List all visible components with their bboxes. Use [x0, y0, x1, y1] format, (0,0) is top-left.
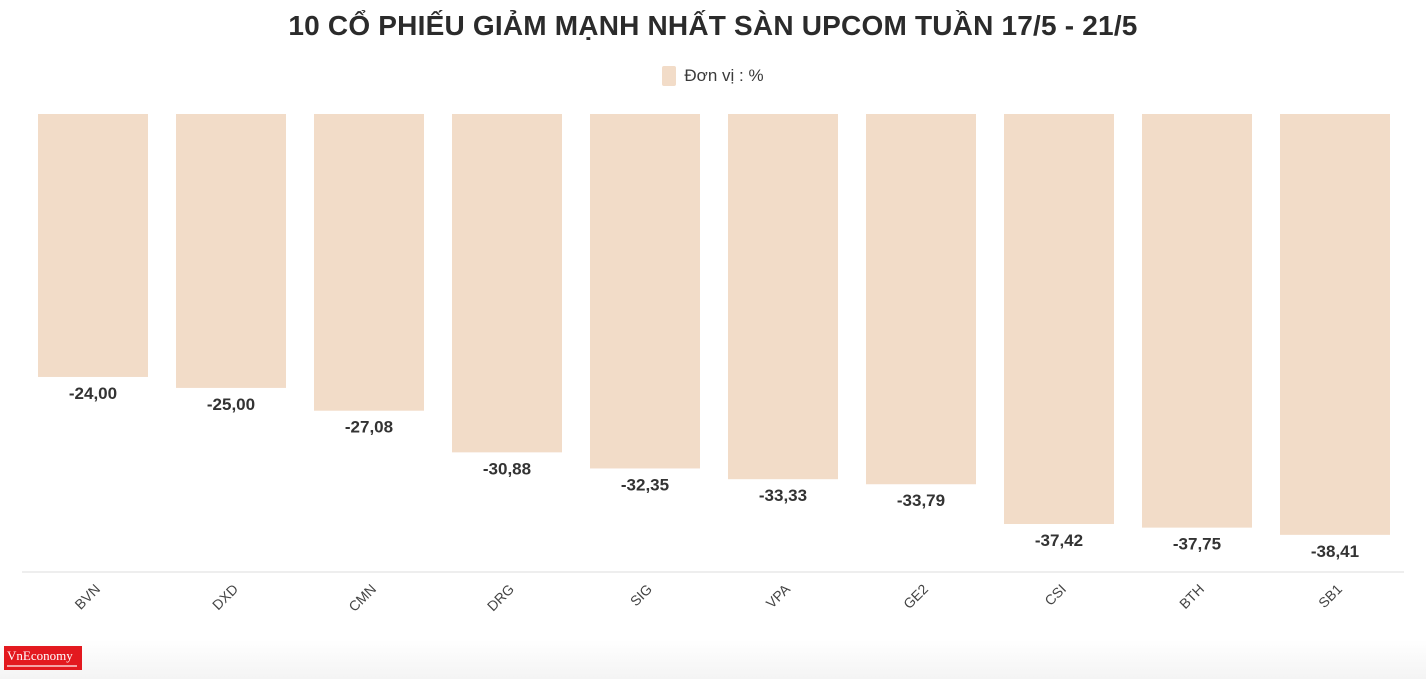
x-tick-label-bth: BTH: [1176, 581, 1207, 612]
bar-sb1: [1280, 114, 1390, 535]
bar-bth: [1142, 114, 1252, 528]
bar-sig: [590, 114, 700, 469]
logo-tagline-bar: [7, 665, 77, 667]
footer-band: [0, 640, 1426, 679]
bar-vpa: [728, 114, 838, 480]
x-tick-label-sb1: SB1: [1315, 581, 1345, 611]
value-label-bth: -37,75: [1173, 535, 1221, 554]
bar-ge2: [866, 114, 976, 485]
value-label-ge2: -33,79: [897, 491, 945, 510]
legend-label: Đơn vị : %: [684, 66, 764, 85]
value-label-vpa: -33,33: [759, 486, 807, 505]
x-tick-label-dxd: DXD: [209, 581, 241, 613]
vneconomy-logo: VnEconomy: [4, 646, 82, 670]
bar-csi: [1004, 114, 1114, 525]
x-tick-label-sig: SIG: [627, 581, 655, 609]
chart-title: 10 CỔ PHIẾU GIẢM MẠNH NHẤT SÀN UPCOM TUẦ…: [288, 10, 1138, 41]
x-tick-label-cmn: CMN: [345, 581, 379, 615]
bar-chart: -24,00 BVN -25,00 DXD -27,08 CMN -30,88 DRG -32,…: [22, 114, 1404, 615]
legend-swatch: [662, 66, 677, 86]
x-tick-label-drg: DRG: [484, 581, 517, 614]
bar-cmn: [314, 114, 424, 411]
x-tick-label-bvn: BVN: [71, 581, 103, 613]
value-label-sb1: -38,41: [1311, 542, 1359, 561]
value-label-csi: -37,42: [1035, 531, 1083, 550]
bar-drg: [452, 114, 562, 453]
x-tick-label-csi: CSI: [1041, 581, 1069, 609]
value-label-bvn: -24,00: [69, 384, 117, 403]
chart-legend: Đơn vị : %: [0, 66, 1426, 86]
logo-text: VnEconomy: [7, 648, 73, 663]
value-label-cmn: -27,08: [345, 418, 393, 437]
bar-bvn: [38, 114, 148, 377]
x-tick-label-ge2: GE2: [900, 581, 931, 612]
value-label-drg: -30,88: [483, 459, 531, 478]
bar-dxd: [176, 114, 286, 388]
value-label-dxd: -25,00: [207, 395, 255, 414]
value-label-sig: -32,35: [621, 475, 669, 494]
x-tick-label-vpa: VPA: [763, 580, 794, 611]
